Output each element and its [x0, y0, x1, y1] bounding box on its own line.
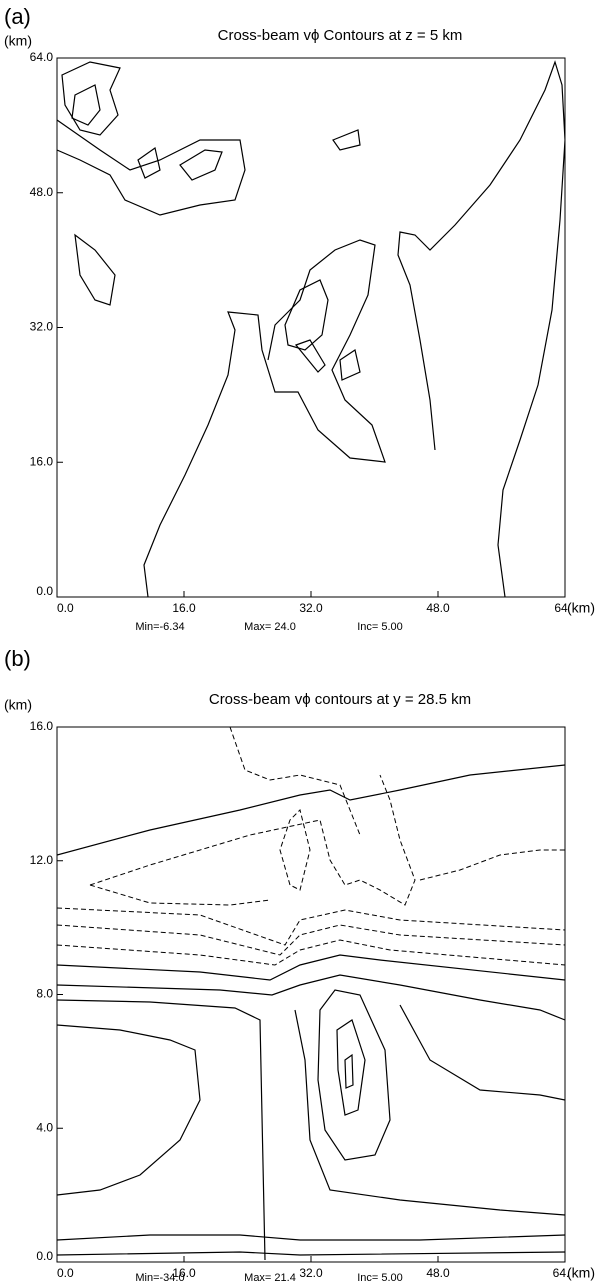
y-tick-label: 16.0: [30, 454, 54, 468]
contour-line: [57, 1251, 565, 1256]
contour-line: [294, 339, 326, 373]
contour-line: [57, 939, 565, 966]
contour-line: [294, 1009, 565, 1216]
contour-line: [344, 1053, 354, 1089]
contour-line: [57, 974, 565, 1021]
y-tick-label: 32.0: [30, 320, 54, 334]
x-tick-label: 16.0: [172, 601, 196, 615]
x-axis-label: (km): [567, 600, 595, 616]
contour-line: [317, 989, 391, 1161]
x-tick-label: 48.0: [426, 601, 450, 615]
contour-line: [419, 849, 565, 881]
y-tick-label: 12.0: [30, 853, 54, 867]
y-tick-label: 48.0: [30, 185, 54, 199]
x-tick-label: 16.0: [172, 1266, 196, 1280]
y-tick-label: 8.0: [36, 987, 53, 1001]
chart-title: Cross-beam vϕ Contours at z = 5 km: [218, 27, 463, 44]
plot-frame: [56, 57, 566, 598]
contour-line: [57, 119, 246, 216]
y-axis-label: (km): [4, 697, 32, 713]
x-tick-label: 0.0: [57, 601, 74, 615]
stat-annotation: Min=-34.0: [135, 1272, 184, 1283]
y-tick-label: 0.0: [36, 584, 53, 598]
contour-line: [332, 129, 361, 151]
contour-line: [279, 809, 311, 891]
plot-frame: [56, 726, 566, 1263]
x-tick-label: 0.0: [57, 1266, 74, 1280]
y-tick-label: 4.0: [36, 1120, 53, 1134]
contour-line: [137, 146, 161, 179]
x-tick-label: 32.0: [299, 601, 323, 615]
y-tick-label: 64.0: [30, 50, 54, 64]
contour-line: [397, 60, 565, 597]
x-axis-label: (km): [567, 1265, 595, 1281]
contour-line: [179, 149, 223, 181]
contour-line: [57, 999, 266, 1261]
contours-b: [57, 727, 565, 1261]
contour-line: [143, 239, 386, 597]
y-axis-label: (km): [4, 33, 32, 49]
contour-line: [57, 954, 565, 981]
contours-a: [57, 60, 565, 597]
contour-line: [57, 764, 565, 856]
contour-line: [339, 349, 361, 381]
contour-line: [284, 279, 329, 351]
contour-line: [61, 61, 121, 136]
x-tick-label: 32.0: [299, 1266, 323, 1280]
contour-line: [74, 233, 116, 306]
contour-line: [57, 1234, 565, 1241]
x-tick-label: 64: [554, 601, 568, 615]
stat-annotation: Max= 21.4: [244, 1272, 296, 1283]
y-tick-label: 0.0: [36, 1249, 53, 1263]
panel-label: (a): [4, 4, 31, 29]
contour-line: [71, 84, 101, 126]
contour-line: [399, 1004, 565, 1101]
stat-annotation: Min=-6.34: [135, 621, 184, 633]
stat-annotation: Inc= 5.00: [357, 621, 403, 633]
x-tick-label: 48.0: [426, 1266, 450, 1280]
chart-title: Cross-beam vϕ contours at y = 28.5 km: [209, 691, 471, 708]
y-tick-label: 16.0: [30, 719, 54, 733]
stat-annotation: Max= 24.0: [244, 621, 296, 633]
x-tick-label: 64.: [553, 1266, 570, 1280]
contour-line: [336, 1019, 366, 1116]
contour-line: [229, 727, 361, 836]
contour-line: [57, 1024, 201, 1196]
contour-line: [89, 774, 416, 906]
contour-line: [57, 907, 565, 946]
stat-annotation: Inc= 5.00: [357, 1272, 403, 1283]
contour-line: [89, 884, 271, 906]
contour-line: [57, 924, 565, 956]
panel-label: (b): [4, 646, 31, 671]
